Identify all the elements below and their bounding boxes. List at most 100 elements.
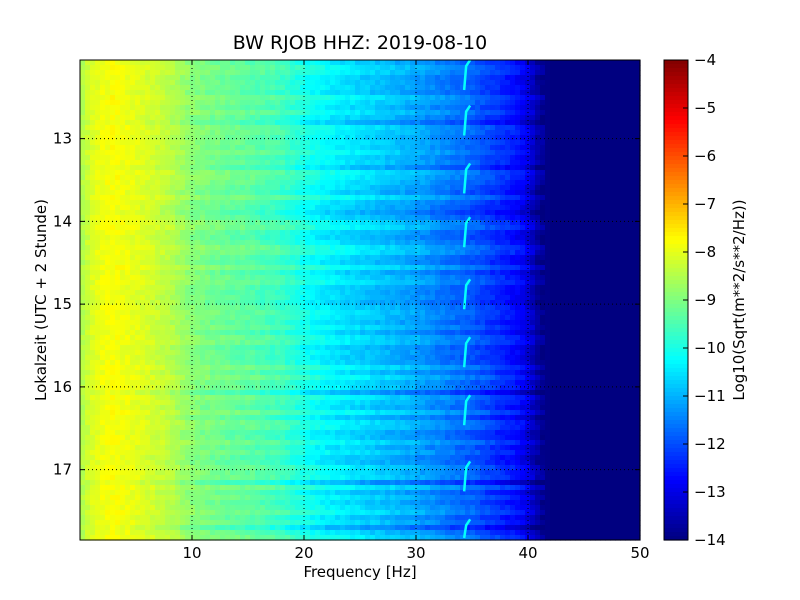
spectrogram-cell [120, 130, 126, 136]
spectrogram-cell [200, 245, 206, 251]
spectrogram-cell [140, 195, 146, 201]
spectrogram-cell [200, 120, 206, 126]
spectrogram-cell [550, 70, 556, 76]
spectrogram-cell [360, 160, 366, 166]
spectrogram-cell [150, 200, 156, 206]
spectrogram-cell [135, 260, 141, 266]
spectrogram-cell [585, 115, 591, 121]
spectrogram-cell [265, 190, 271, 196]
spectrogram-cell [595, 200, 601, 206]
spectrogram-cell [590, 220, 596, 226]
spectrogram-cell [135, 225, 141, 231]
spectrogram-cell [555, 195, 561, 201]
spectrogram-cell [280, 225, 286, 231]
spectrogram-cell [130, 185, 136, 191]
spectrogram-cell [105, 150, 111, 156]
spectrogram-cell [260, 190, 266, 196]
spectrogram-cell [390, 170, 396, 176]
spectrogram-cell [555, 150, 561, 156]
spectrogram-cell [625, 195, 631, 201]
spectrogram-cell [415, 265, 421, 271]
spectrogram-cell [245, 220, 251, 226]
spectrogram-cell [470, 230, 476, 236]
spectrogram-cell [405, 160, 411, 166]
spectrogram-cell [475, 200, 481, 206]
spectrogram-cell [565, 140, 571, 146]
spectrogram-cell [390, 105, 396, 111]
spectrogram-cell [405, 140, 411, 146]
spectrogram-cell [550, 145, 556, 151]
spectrogram-cell [495, 200, 501, 206]
spectrogram-cell [290, 90, 296, 96]
spectrogram-cell [395, 180, 401, 186]
spectrogram-cell [625, 125, 631, 131]
spectrogram-cell [410, 165, 416, 171]
spectrogram-cell [615, 110, 621, 116]
spectrogram-cell [510, 135, 516, 141]
spectrogram-cell [475, 265, 481, 271]
spectrogram-cell [550, 265, 556, 271]
spectrogram-cell [100, 175, 106, 181]
spectrogram-cell [600, 140, 606, 146]
spectrogram-cell [550, 275, 556, 281]
chart-title: BW RJOB HHZ: 2019-08-10 [233, 32, 487, 54]
spectrogram-cell [120, 60, 126, 66]
spectrogram-cell [100, 145, 106, 151]
spectrogram-cell [155, 130, 161, 136]
spectrogram-cell [265, 210, 271, 216]
spectrogram-cell [610, 265, 616, 271]
spectrogram-cell [240, 115, 246, 121]
spectrogram-cell [610, 200, 616, 206]
spectrogram-cell [135, 135, 141, 141]
spectrogram-cell [470, 240, 476, 246]
spectrogram-cell [430, 105, 436, 111]
spectrogram-cell [275, 170, 281, 176]
spectrogram-cell [265, 260, 271, 266]
spectrogram-cell [95, 260, 101, 266]
spectrogram-cell [325, 70, 331, 76]
spectrogram-cell [140, 135, 146, 141]
spectrogram-cell [420, 170, 426, 176]
spectrogram-cell [230, 270, 236, 276]
spectrogram-cell [220, 90, 226, 96]
spectrogram-cell [270, 60, 276, 66]
spectrogram-cell [90, 210, 96, 216]
spectrogram-cell [575, 70, 581, 76]
spectrogram-cell [260, 205, 266, 211]
spectrogram-cell [540, 80, 546, 86]
spectrogram-cell [280, 260, 286, 266]
spectrogram-cell [200, 165, 206, 171]
spectrogram-cell [545, 225, 551, 231]
spectrogram-cell [220, 185, 226, 191]
spectrogram-cell [490, 75, 496, 81]
spectrogram-cell [300, 65, 306, 71]
spectrogram-cell [210, 65, 216, 71]
spectrogram-cell [380, 155, 386, 161]
spectrogram-cell [370, 270, 376, 276]
spectrogram-cell [510, 225, 516, 231]
spectrogram-cell [125, 85, 131, 91]
spectrogram-cell [245, 100, 251, 106]
spectrogram-cell [500, 75, 506, 81]
spectrogram-cell [430, 270, 436, 276]
spectrogram-cell [425, 260, 431, 266]
spectrogram-cell [195, 200, 201, 206]
spectrogram-cell [150, 115, 156, 121]
spectrogram-cell [520, 230, 526, 236]
spectrogram-cell [235, 80, 241, 86]
spectrogram-cell [365, 60, 371, 66]
spectrogram-cell [510, 195, 516, 201]
spectrogram-cell [575, 240, 581, 246]
spectrogram-cell [115, 80, 121, 86]
spectrogram-cell [505, 175, 511, 181]
spectrogram-cell [110, 75, 116, 81]
spectrogram-cell [210, 195, 216, 201]
spectrogram-cell [270, 275, 276, 281]
spectrogram-cell [110, 150, 116, 156]
spectrogram-cell [445, 80, 451, 86]
spectrogram-cell [250, 210, 256, 216]
spectrogram-cell [415, 205, 421, 211]
spectrogram-cell [585, 265, 591, 271]
spectrogram-cell [260, 60, 266, 66]
spectrogram-cell [325, 185, 331, 191]
